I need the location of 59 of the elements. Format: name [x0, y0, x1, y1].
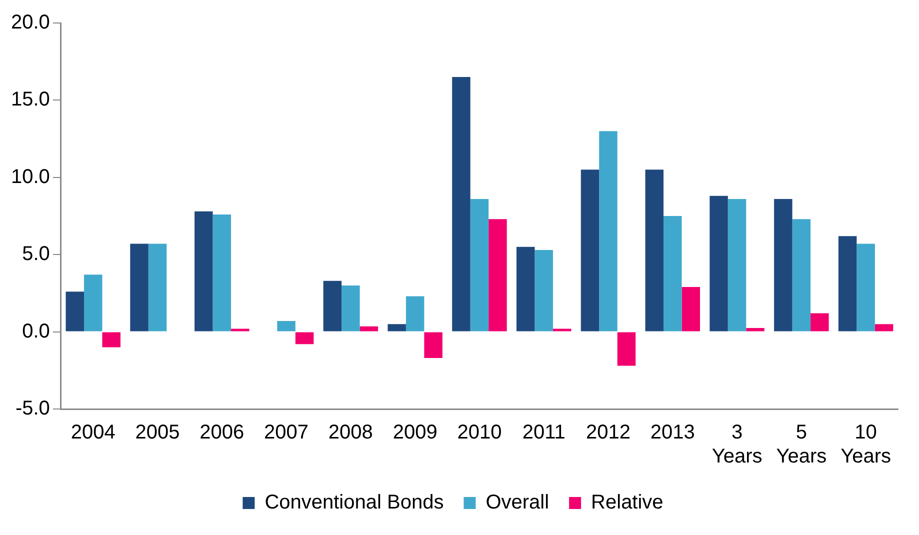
- bar: [277, 320, 296, 332]
- bar: [874, 324, 894, 332]
- x-tick-label: 2009: [392, 422, 438, 444]
- bar: [323, 280, 342, 332]
- bar: [580, 170, 600, 332]
- bar: [534, 250, 553, 332]
- bar: [130, 244, 148, 332]
- bar: [552, 328, 572, 332]
- bar: [599, 131, 618, 332]
- legend-label: Relative: [591, 492, 664, 514]
- bar: [516, 246, 535, 332]
- y-tick-label: 0.0: [22, 320, 50, 342]
- bar: [212, 214, 232, 332]
- x-tick-label: 2004: [70, 422, 116, 444]
- bar: [792, 219, 811, 332]
- bar: [102, 332, 120, 348]
- bar: [728, 199, 746, 332]
- bar: [148, 244, 167, 332]
- bar: [774, 199, 792, 332]
- bar: [342, 285, 360, 332]
- bar: [682, 287, 700, 332]
- bar: [84, 274, 102, 332]
- bar: [424, 332, 442, 358]
- bar: [406, 296, 424, 332]
- y-tick-label: 5.0: [22, 243, 50, 266]
- bar: [838, 236, 857, 332]
- bar: [710, 196, 728, 332]
- x-tick-label: 2008: [328, 422, 373, 444]
- bar: [452, 77, 470, 332]
- y-tick-label: 20.0: [10, 12, 50, 34]
- y-tick-label: 15.0: [10, 88, 50, 111]
- bar: [194, 211, 213, 332]
- x-tick-label: 2005: [135, 422, 180, 444]
- y-tick-label: -5.0: [15, 398, 50, 420]
- x-tick-label: 3 Years: [712, 422, 762, 468]
- y-tick-label: 10.0: [10, 166, 50, 188]
- x-tick-label: 2011: [522, 422, 566, 444]
- x-tick-label: 2007: [264, 422, 309, 444]
- bar: [488, 219, 507, 332]
- x-tick-label: 2012: [586, 422, 630, 444]
- x-tick-label: 2010: [457, 422, 502, 444]
- legend-label: Overall: [486, 492, 550, 514]
- bar: [231, 328, 250, 332]
- bar: [295, 332, 314, 344]
- bar: [66, 292, 84, 332]
- x-tick-label: 5 Years: [776, 422, 827, 468]
- x-tick-label: 2013: [650, 422, 695, 444]
- legend-label: Conventional Bonds: [264, 492, 444, 514]
- bar: [617, 332, 636, 366]
- bar: [388, 324, 406, 332]
- bar: [856, 244, 875, 332]
- bar: [470, 199, 489, 332]
- bar: [645, 170, 664, 332]
- bar: [810, 313, 829, 332]
- x-tick-label: 2006: [200, 422, 244, 444]
- bar: [664, 216, 682, 332]
- bar: [360, 326, 378, 332]
- x-tick-label: 10 Years: [840, 422, 892, 468]
- bar: [746, 328, 764, 332]
